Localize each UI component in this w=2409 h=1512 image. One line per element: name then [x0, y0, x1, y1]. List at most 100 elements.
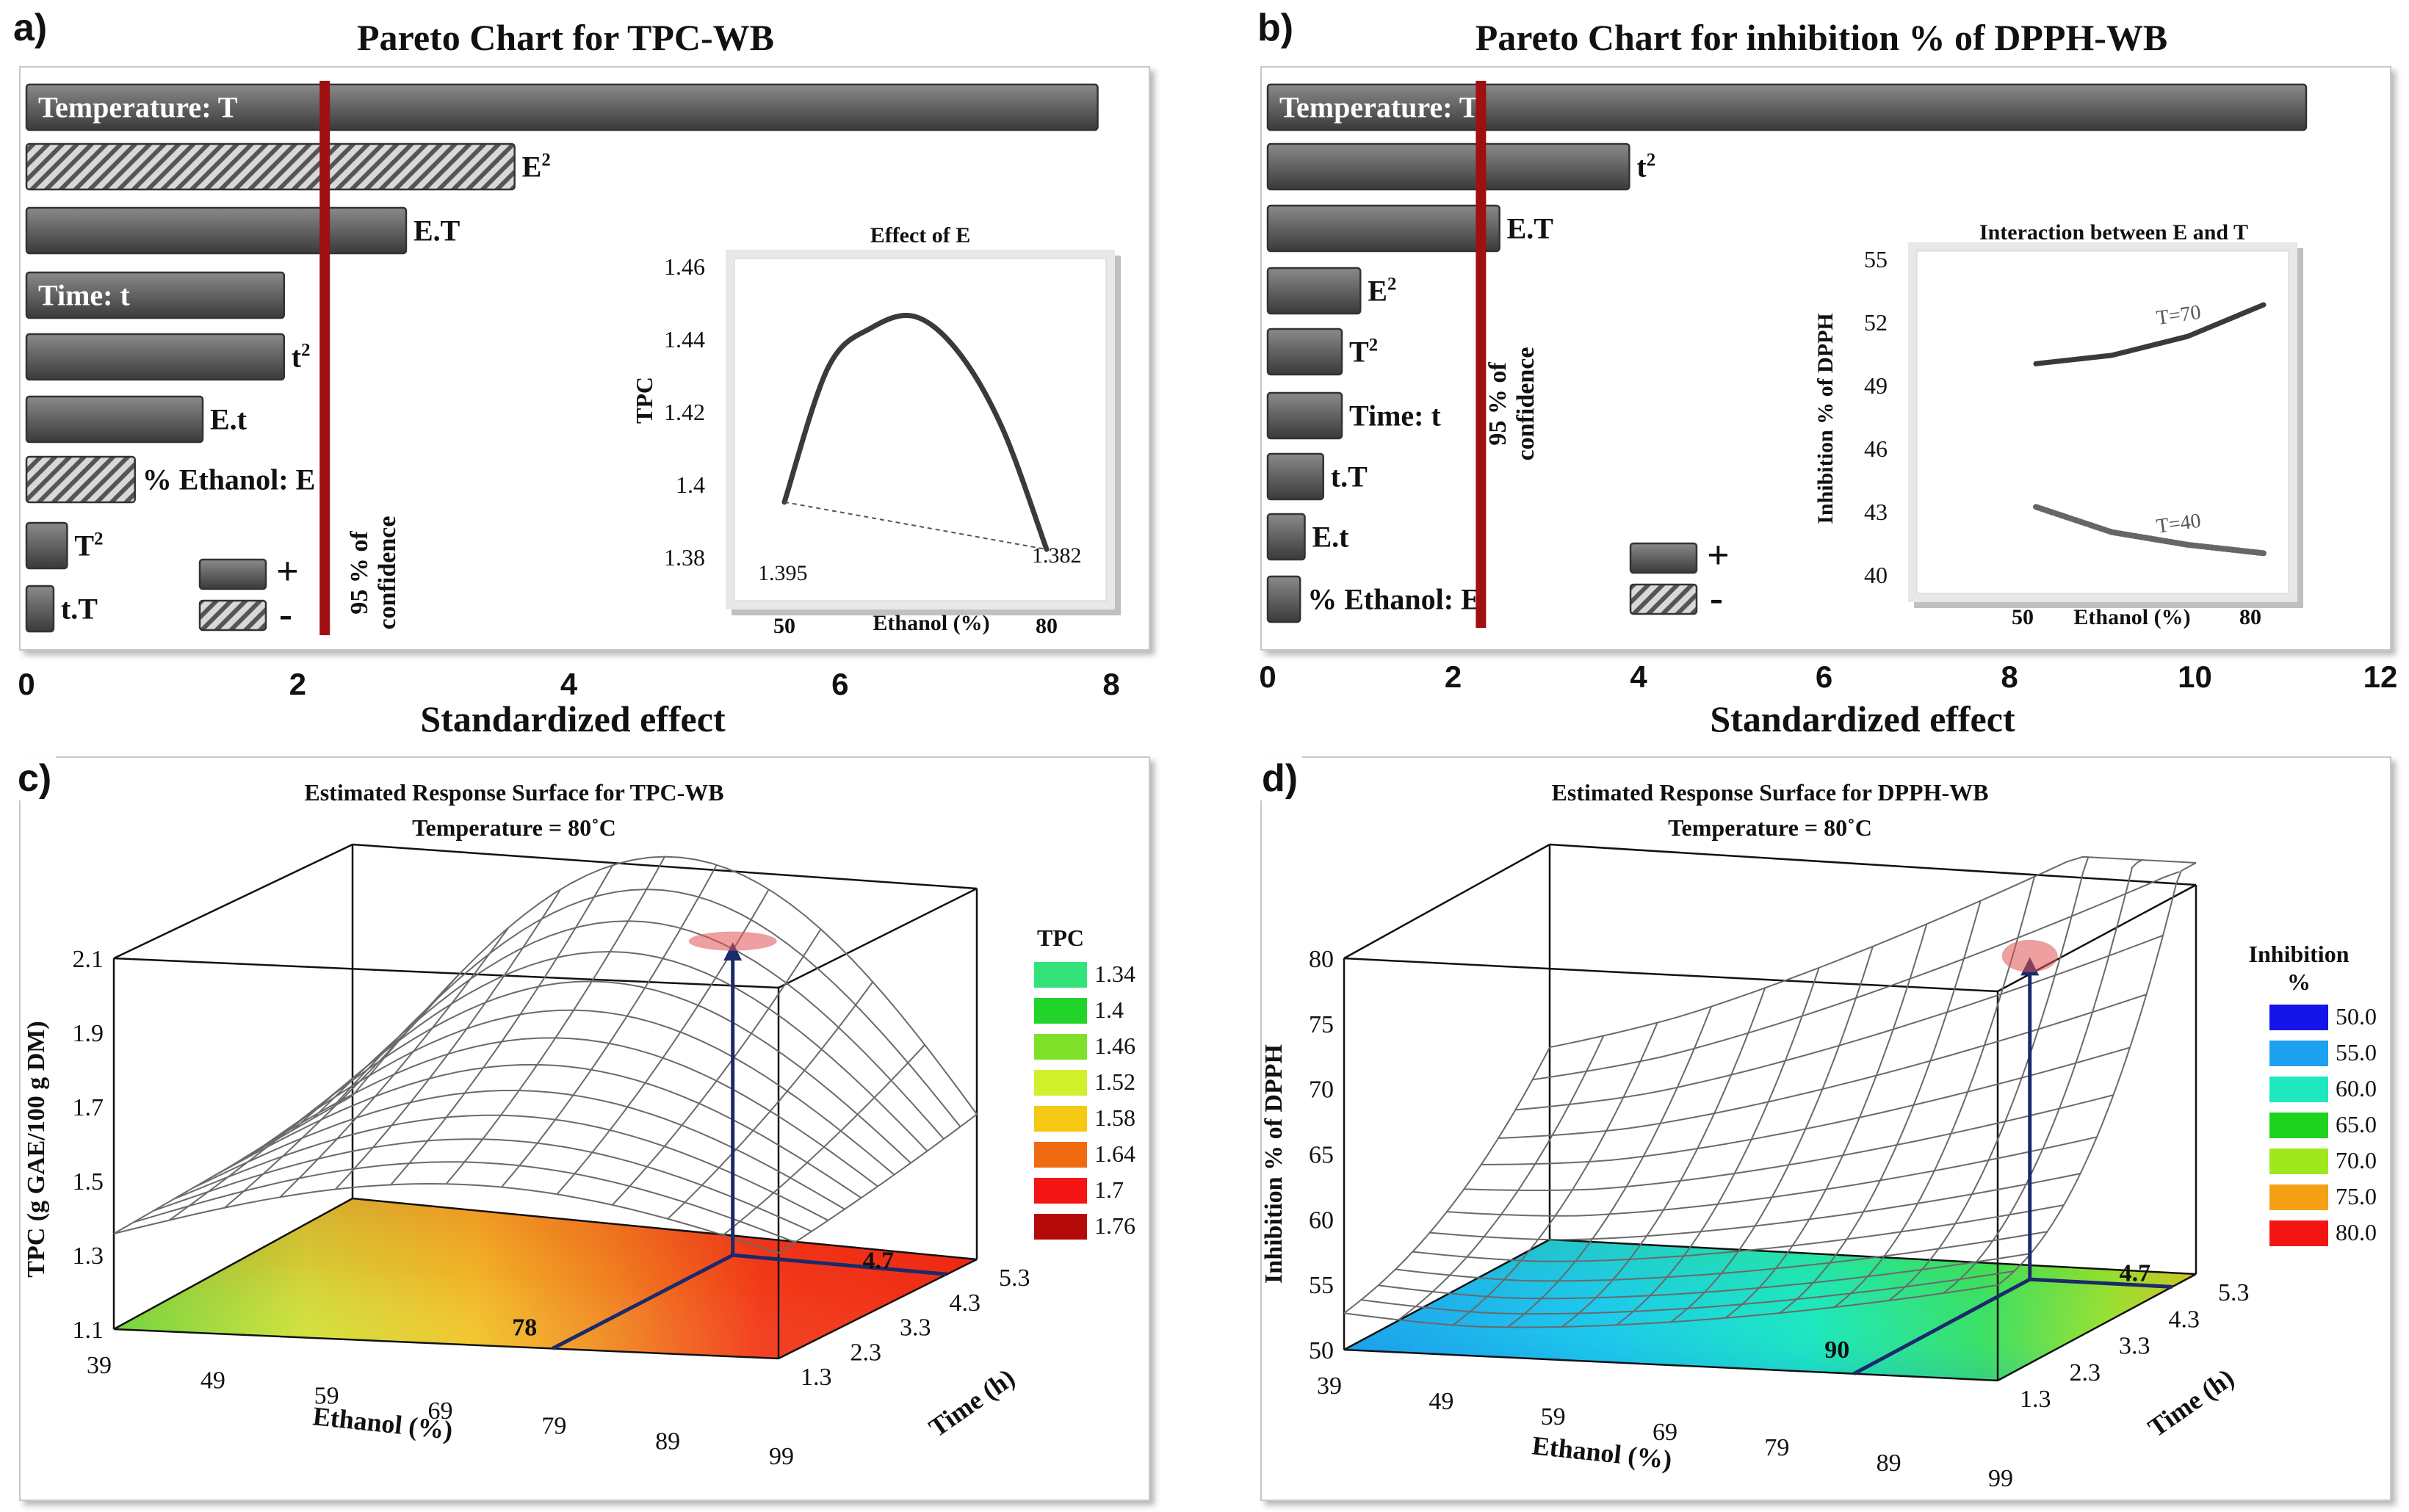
inset-b-series-1 [2033, 302, 2267, 366]
inset-b-series-2 [2033, 504, 2267, 557]
xtick-79: 79 [541, 1413, 566, 1440]
bar-7 [25, 455, 136, 504]
legend-negative-swatch [198, 599, 267, 632]
inset-a-title: Effect of E [870, 223, 971, 247]
bar-label-9: t.T [61, 593, 98, 626]
zlabel: Inhibition % of DPPH [1260, 1044, 1287, 1284]
optimum-time-label: 4.7 [2120, 1259, 2151, 1287]
legend-swatch-5 [1034, 1106, 1087, 1132]
mesh-line-u-12 [778, 1113, 978, 1254]
inset-a-ylabel-group: TPC [631, 377, 657, 424]
mesh-line-v-5 [212, 1063, 862, 1199]
mesh-line-v-9 [1498, 994, 2147, 1139]
legend-negative-label: - [1710, 576, 1723, 620]
ztick-2.1: 2.1 [73, 946, 104, 973]
bar-label-8: T2 [74, 529, 103, 562]
inset-b-xlabel: Ethanol (%) [2073, 605, 2190, 629]
ytick-3.3: 3.3 [900, 1314, 931, 1342]
box-edge-1 [1343, 1348, 1998, 1382]
box-edge-7 [352, 843, 978, 890]
optimum-time-line [2029, 1277, 2173, 1289]
confidence-label-line1: 95 % of [1484, 362, 1512, 446]
bar-6 [1266, 391, 1343, 440]
surface-chart-d: Estimated Response Surface for DPPH-WB Te… [1260, 779, 2377, 1492]
confidence-line [1476, 81, 1487, 628]
ztick-65: 65 [1309, 1142, 1334, 1169]
ztick-1.9: 1.9 [73, 1020, 104, 1047]
ztick-1.5: 1.5 [73, 1168, 104, 1196]
panel-b-label: b) [1257, 7, 1294, 49]
bar-label-1: Temperature: T [1279, 91, 1479, 124]
bar-9 [1266, 575, 1301, 623]
panel-d-label-overlay: d) [1257, 756, 1303, 800]
bar-8 [25, 521, 68, 570]
legend-label-5: 1.58 [1094, 1104, 1135, 1131]
ytick-4.3: 4.3 [2169, 1306, 2200, 1333]
xtick-4: 4 [1630, 659, 1647, 694]
legend-swatch-3 [1034, 1034, 1087, 1060]
inset-b-ytick-55: 55 [1864, 246, 1888, 272]
xtick-49: 49 [201, 1367, 225, 1395]
ytick-2.3: 2.3 [850, 1339, 882, 1366]
xtick-4: 4 [560, 667, 578, 701]
legend-swatch-5 [2269, 1149, 2328, 1174]
inset-a-ytick-1.38: 1.38 [664, 544, 705, 571]
mesh-line-v-11 [332, 889, 961, 1127]
zlabel-group: TPC (g GAE/100 g DM) [23, 1021, 50, 1277]
ztick-1.3: 1.3 [73, 1242, 104, 1270]
bar-5 [1266, 328, 1343, 376]
confidence-label: 95 % of confidence [1484, 347, 1539, 461]
surface-title: Estimated Response Surface for TPC-WB [304, 779, 723, 806]
box-edge-4 [113, 1197, 353, 1331]
legend-label-4: 1.52 [1094, 1068, 1135, 1095]
mesh-line-u-5 [390, 864, 614, 1185]
box-edge-8 [113, 843, 353, 960]
inset-a-left-value: 1.395 [758, 561, 808, 585]
surface-subtitle: Temperature = 80˚C [412, 814, 616, 841]
ytick-2.3: 2.3 [2070, 1359, 2101, 1386]
legend-label-3: 1.46 [1094, 1032, 1135, 1059]
ztick-60: 60 [1309, 1207, 1334, 1234]
panel-c-frame [19, 756, 1150, 1501]
optimum-time-label: 4.7 [863, 1247, 895, 1274]
mesh-line-u-10 [1888, 856, 2090, 1301]
bar-label-4: Time: t [38, 279, 130, 312]
ztick-75: 75 [1309, 1011, 1334, 1038]
legend-swatch-4 [2269, 1113, 2328, 1138]
mesh-line-u-9 [612, 928, 822, 1206]
inset-b-ytick-46: 46 [1864, 435, 1888, 462]
legend-label-7: 1.7 [1094, 1176, 1124, 1203]
panel-a-xlabel: Standardized effect [420, 698, 726, 739]
inset-a-xtick-50: 50 [773, 614, 795, 638]
mesh-line-v-8 [1481, 1046, 2131, 1165]
box-edge-2 [778, 1258, 978, 1360]
bar-7 [1266, 452, 1324, 501]
inset-b-xtick-50: 50 [2012, 605, 2034, 629]
legend-swatch-1 [1034, 962, 1087, 988]
box-edge-4 [1343, 1238, 1550, 1351]
optimum-ethanol-label: 78 [512, 1314, 537, 1341]
ztick-50: 50 [1309, 1337, 1334, 1364]
ztick-1.1: 1.1 [73, 1317, 104, 1344]
legend-label-2: 55.0 [2336, 1039, 2377, 1066]
legend-title: TPC [1037, 925, 1084, 951]
inset-a-chord [784, 501, 1047, 551]
inset-a-ylabel: TPC [631, 377, 657, 424]
mesh-line-u-9 [1833, 876, 2035, 1308]
box-edge-1 [113, 1328, 779, 1360]
legend-label-4: 65.0 [2336, 1111, 2377, 1137]
xtick-39: 39 [87, 1352, 112, 1379]
xtick-2: 2 [1444, 659, 1462, 694]
zlabel-group: Inhibition % of DPPH [1260, 1044, 1287, 1284]
mesh-line-v-12 [1549, 856, 2197, 1049]
bar-label-8: E.t [1312, 521, 1350, 554]
inset-b-ylabel: Inhibition % of DPPH [1813, 313, 1838, 524]
surface-chart-c: Estimated Response Surface for TPC-WB Tem… [23, 779, 1135, 1470]
legend-label-5: 70.0 [2336, 1147, 2377, 1173]
xtick-89: 89 [655, 1428, 680, 1455]
inset-a-xlabel: Ethanol (%) [873, 611, 989, 635]
xtick-8: 8 [1102, 667, 1120, 701]
panel-b-xlabel: Standardized effect [1710, 698, 2015, 739]
ytick-1.3: 1.3 [801, 1364, 832, 1391]
bar-3 [1266, 204, 1500, 253]
